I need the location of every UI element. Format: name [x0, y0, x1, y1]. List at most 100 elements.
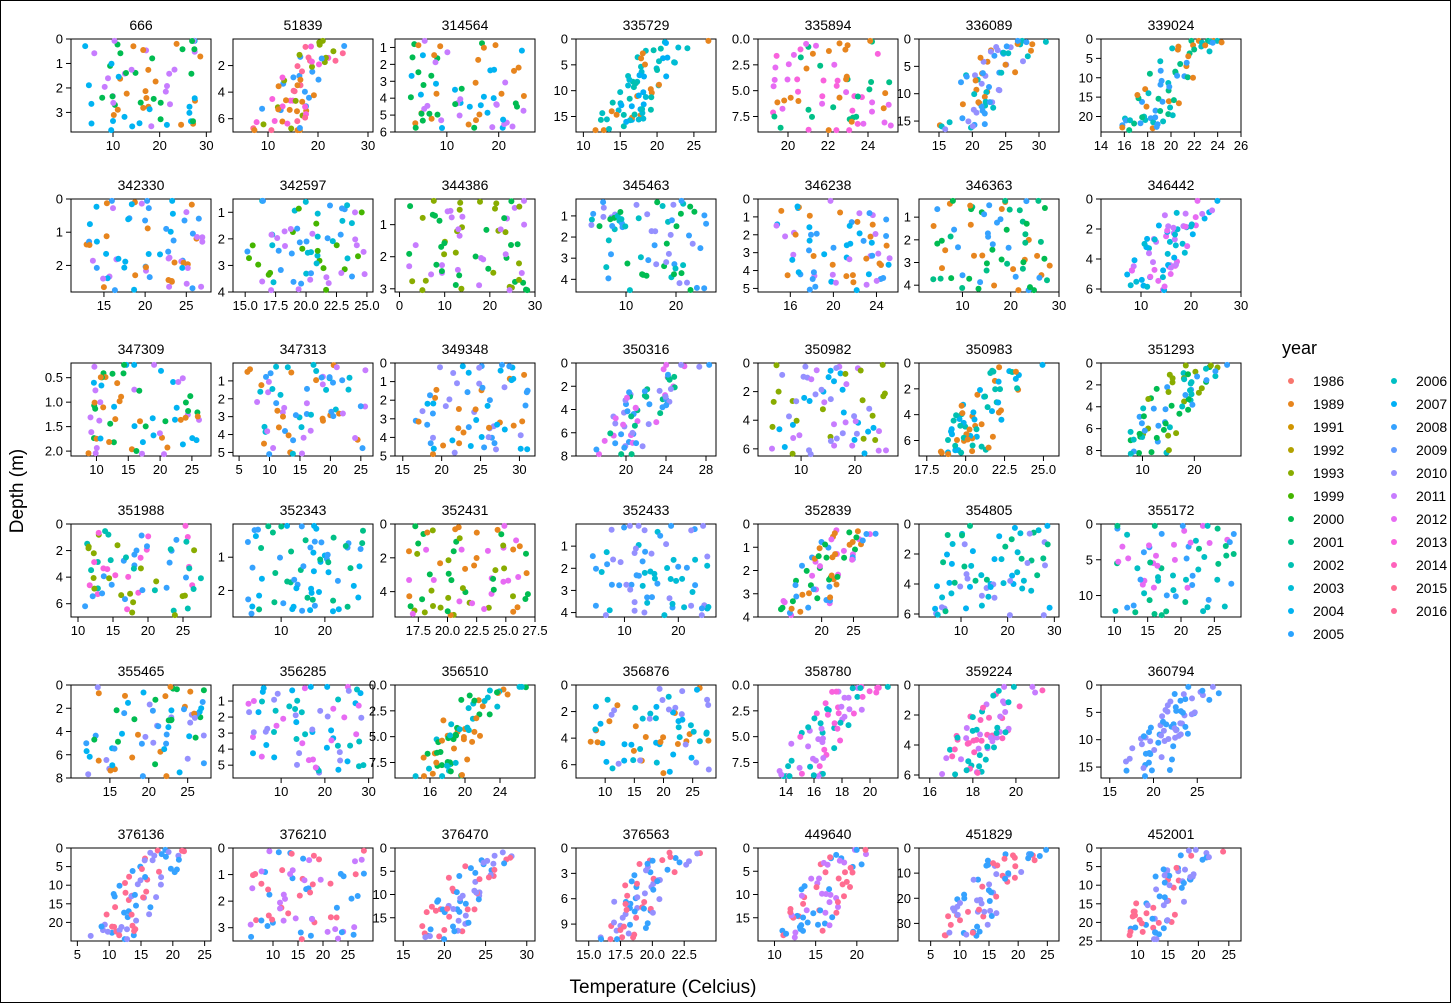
data-point — [810, 586, 817, 593]
data-point — [516, 260, 522, 267]
data-point — [1005, 244, 1012, 251]
data-point — [428, 903, 435, 910]
data-point — [441, 927, 448, 933]
data-point — [146, 106, 153, 113]
data-point — [301, 685, 308, 692]
y-tick-label: 4 — [904, 278, 911, 293]
data-point — [660, 770, 667, 777]
data-point — [984, 743, 991, 750]
x-tick-label: 5 — [927, 947, 934, 962]
data-point — [832, 551, 839, 558]
y-tick-label: 10 — [554, 83, 568, 98]
data-point — [641, 569, 648, 576]
data-point — [339, 410, 346, 417]
data-point — [636, 861, 643, 867]
y-tick-label: 6 — [561, 425, 568, 440]
data-point — [327, 914, 334, 921]
data-point — [813, 367, 820, 374]
data-point — [868, 239, 875, 246]
legend-label: 2011 — [1416, 488, 1446, 504]
data-point — [887, 122, 894, 129]
data-point — [803, 40, 810, 47]
data-point — [969, 123, 976, 130]
data-point — [959, 532, 965, 539]
x-tick-label: 20 — [142, 784, 156, 799]
data-point — [995, 399, 1002, 406]
data-point — [854, 120, 861, 127]
data-point — [1169, 45, 1176, 52]
data-point — [88, 567, 95, 574]
panel-border — [70, 523, 212, 618]
data-point — [355, 594, 362, 601]
data-point — [282, 243, 288, 249]
data-point — [179, 441, 186, 448]
data-point — [275, 247, 282, 254]
y-tick-label: 0 — [561, 841, 568, 856]
data-point — [653, 739, 660, 746]
data-point — [446, 396, 453, 403]
data-point — [986, 84, 992, 90]
data-point — [85, 771, 92, 778]
data-point — [1162, 406, 1169, 413]
data-point — [677, 210, 684, 217]
data-point — [605, 275, 612, 282]
data-point — [670, 556, 677, 563]
data-point — [1026, 530, 1033, 537]
data-point — [296, 239, 303, 246]
panel-border — [757, 362, 899, 457]
data-point — [1189, 572, 1196, 579]
data-point — [271, 696, 278, 703]
data-point — [271, 729, 277, 735]
data-point — [82, 603, 89, 610]
data-point — [813, 884, 820, 891]
data-point — [640, 905, 647, 912]
data-point — [145, 66, 152, 73]
data-point — [149, 707, 156, 714]
panel-border — [1100, 362, 1242, 457]
data-point — [1023, 39, 1030, 46]
data-point — [412, 120, 419, 127]
panel-border — [70, 198, 212, 293]
data-point — [334, 742, 341, 749]
data-point — [115, 73, 122, 80]
data-point — [412, 242, 419, 249]
data-point — [593, 446, 600, 453]
y-tick-label: 5 — [56, 859, 63, 874]
data-point — [1155, 422, 1162, 429]
data-point — [993, 734, 1000, 741]
data-point — [961, 541, 968, 548]
data-point — [853, 846, 860, 853]
data-point — [1189, 695, 1195, 702]
x-tick-label: 30 — [361, 784, 375, 799]
data-point — [140, 104, 147, 111]
data-point — [979, 70, 986, 77]
data-point — [449, 437, 456, 444]
data-point — [850, 710, 857, 717]
data-point — [1218, 39, 1225, 46]
y-tick-label: 0 — [380, 356, 387, 371]
data-point — [86, 242, 93, 248]
data-point — [676, 859, 683, 866]
data-point — [1226, 539, 1233, 546]
data-point — [845, 694, 852, 701]
data-point — [823, 554, 830, 561]
legend-label: 2016 — [1416, 603, 1447, 619]
data-point — [849, 869, 856, 876]
y-tick-label: 0 — [1086, 517, 1093, 532]
x-tick-label: 15 — [1140, 623, 1154, 638]
data-point — [1002, 709, 1009, 715]
data-point — [406, 263, 413, 270]
data-point — [189, 230, 196, 237]
data-point — [456, 440, 463, 447]
data-point — [459, 585, 466, 592]
data-point — [485, 874, 492, 881]
data-point — [172, 416, 178, 423]
panel-border — [575, 198, 717, 293]
data-point — [1168, 264, 1174, 271]
data-point — [984, 921, 991, 928]
data-point — [637, 757, 644, 764]
data-point — [1176, 410, 1183, 417]
data-point — [428, 587, 435, 594]
